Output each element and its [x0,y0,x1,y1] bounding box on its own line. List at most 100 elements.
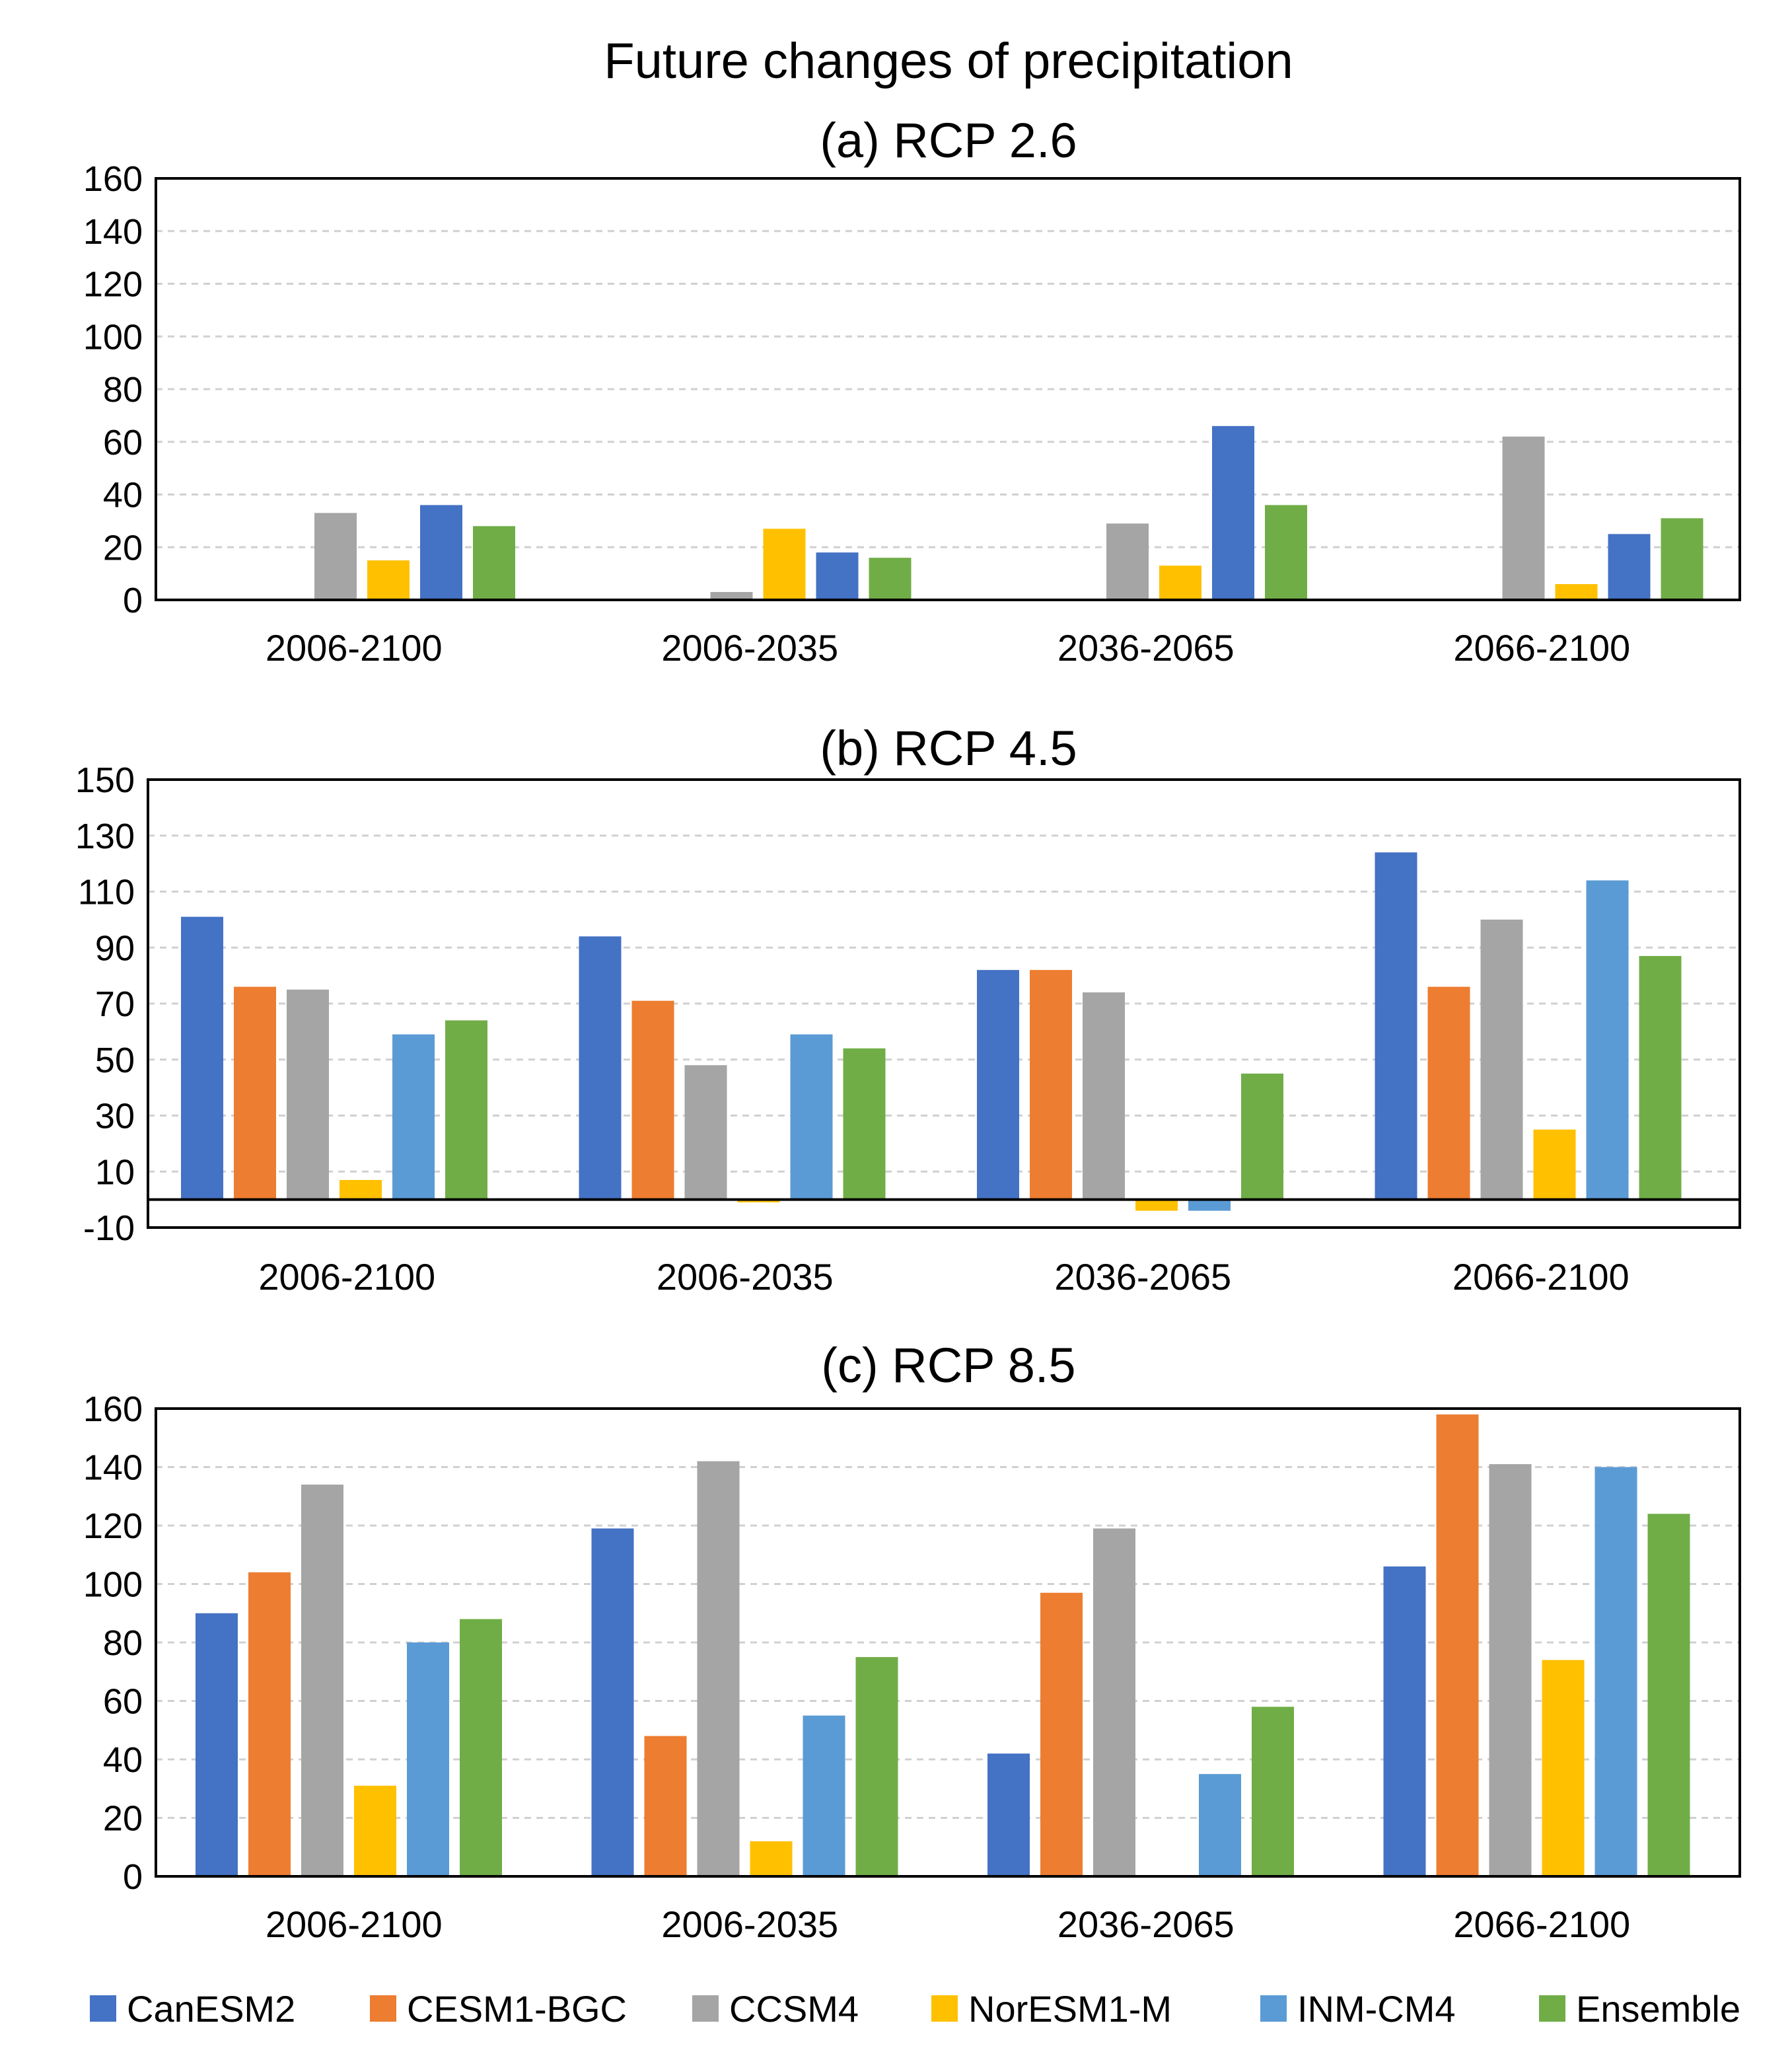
bar-noresm1-m [1135,1199,1178,1211]
bar-ccsm4 [697,1461,740,1876]
plot-frame [147,778,1741,1229]
category-label: 2006-2035 [661,1903,838,1945]
bar-noresm1-m [340,1179,382,1200]
legend-item: CESM1-BGC [370,1988,627,2030]
category-label: 2006-2035 [661,627,838,669]
bar-inm-cm4 [1188,1199,1231,1211]
bar-cesm1-bgc [631,1000,674,1200]
y-tick-label: -10 [83,1208,135,1248]
legend-swatch [1539,1995,1565,2022]
bar-ccsm4 [1093,1528,1135,1876]
bar-canesm2 [579,936,622,1200]
y-tick-label: 140 [83,212,143,252]
bar-noresm1-m [737,1199,780,1202]
chart-panel-2: (b) RCP 4.5 -10 10 30 50 70 90 110 130 150 2006-21… [75,721,1741,1298]
bar-ccsm4 [1083,992,1125,1200]
bar-inm-cm4 [1595,1467,1637,1876]
y-tick-label: 60 [103,1682,143,1722]
bar-ccsm4 [314,513,357,600]
bar-inm-cm4 [816,552,859,600]
category-label: 2036-2065 [1057,1903,1235,1945]
category-label: 2006-2100 [266,627,443,669]
bar-inm-cm4 [1199,1774,1241,1876]
bar-inm-cm4 [407,1642,449,1876]
y-tick-label: 10 [95,1152,135,1192]
panel-title: (b) RCP 4.5 [820,721,1077,776]
y-tick-label: 120 [83,265,143,305]
bar-canesm2 [1383,1566,1426,1876]
bar-noresm1-m [354,1785,396,1876]
bar-ensemble [1639,955,1682,1200]
legend-swatch [692,1995,719,2022]
legend-swatch [931,1995,958,2022]
y-tick-label: 110 [78,873,135,912]
bar-ensemble [855,1657,898,1876]
y-tick-label: 140 [83,1448,143,1488]
legend-label: NorESM1-M [968,1988,1172,2030]
y-tick-label: 100 [83,1565,143,1605]
bar-cesm1-bgc [234,986,276,1200]
y-tick-label: 150 [75,760,135,800]
bar-ensemble [445,1020,487,1200]
legend-swatch [370,1995,396,2022]
bar-canesm2 [987,1753,1030,1876]
category-label: 2066-2100 [1453,627,1630,669]
y-tick-label: 40 [103,476,143,515]
bar-noresm1-m [1555,584,1598,600]
bar-ccsm4 [301,1485,343,1876]
category-label: 2066-2100 [1453,1903,1630,1945]
bar-ensemble [1265,505,1307,600]
figure-title: Future changes of precipitation [604,33,1293,89]
legend-label: CESM1-BGC [407,1988,627,2030]
y-tick-label: 70 [95,984,135,1024]
category-label: 2066-2100 [1452,1256,1630,1298]
bar-inm-cm4 [1608,534,1651,600]
legend-label: Ensemble [1576,1988,1740,2030]
plot-frame [155,177,1741,601]
bar-inm-cm4 [803,1715,845,1876]
chart-panel-1: (a) RCP 2.6 0 20 40 60 80 100 120 140 160 2006-210… [83,113,1741,669]
bar-cesm1-bgc [644,1736,687,1876]
bar-inm-cm4 [392,1034,435,1200]
bar-inm-cm4 [790,1034,833,1200]
bar-cesm1-bgc [1436,1414,1479,1876]
bar-ccsm4 [287,989,329,1200]
category-label: 2006-2100 [266,1903,443,1945]
y-tick-label: 130 [75,817,135,856]
legend-item: NorESM1-M [931,1988,1172,2030]
bar-ccsm4 [1106,523,1149,600]
bar-ensemble [1661,518,1703,600]
bar-noresm1-m [1159,566,1201,600]
legend-item: INM-CM4 [1260,1988,1456,2030]
y-tick-label: 40 [103,1740,143,1780]
bar-canesm2 [977,970,1019,1200]
bar-canesm2 [181,916,223,1200]
legend-swatch [90,1995,116,2022]
bar-ensemble [1252,1707,1294,1876]
bar-ensemble [1647,1514,1690,1876]
plot-frame [155,1407,1741,1878]
bar-inm-cm4 [1586,880,1629,1200]
legend-item: CCSM4 [692,1988,859,2030]
bar-canesm2 [196,1613,238,1876]
y-tick-label: 160 [83,1389,143,1429]
bar-ensemble [843,1048,886,1200]
y-tick-label: 160 [83,159,143,199]
y-tick-label: 0 [123,581,143,620]
legend: CanESM2 CESM1-BGC CCSM4 NorESM1-M INM-CM4 Ens… [90,1988,1740,2030]
bar-canesm2 [1375,852,1417,1200]
legend-label: INM-CM4 [1297,1988,1456,2030]
y-tick-label: 0 [123,1857,143,1897]
bar-ensemble [869,558,912,600]
legend-label: CanESM2 [127,1988,295,2030]
bar-ccsm4 [684,1065,727,1200]
bar-cesm1-bgc [1427,986,1470,1200]
bar-noresm1-m [1533,1129,1576,1200]
bar-ensemble [473,526,515,600]
bar-ensemble [460,1619,502,1876]
y-tick-label: 50 [95,1041,135,1080]
bar-ensemble [1241,1073,1283,1200]
y-tick-label: 80 [103,1623,143,1663]
bar-inm-cm4 [1212,425,1254,600]
